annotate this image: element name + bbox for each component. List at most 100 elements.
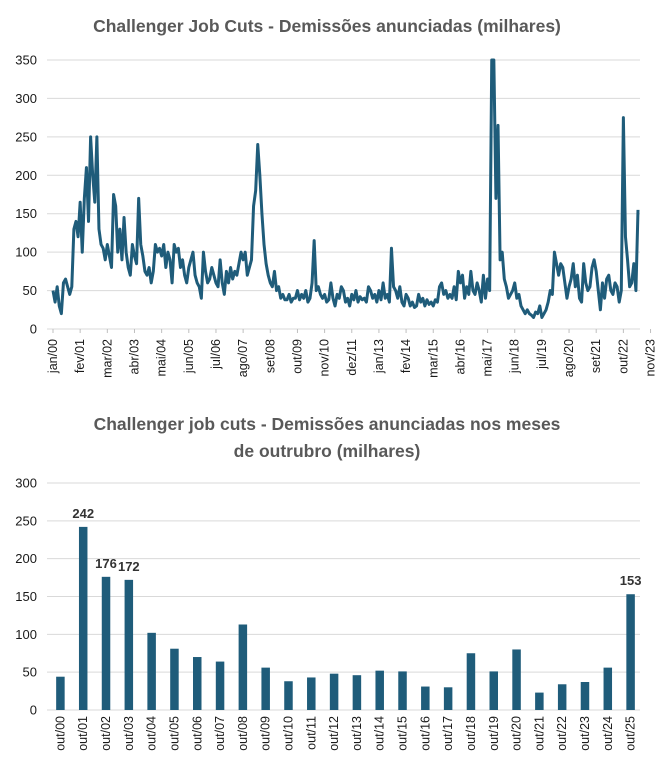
bar-out/22 — [557, 684, 567, 710]
bar-out/12 — [329, 673, 339, 710]
bar-out/02 — [101, 576, 111, 710]
x-tick-label: out/02 — [99, 716, 113, 751]
bar-out/18 — [466, 653, 476, 710]
x-tick-label: out/05 — [167, 716, 181, 751]
x-tick-label: out/17 — [441, 716, 455, 751]
x-tick-label: out/18 — [464, 716, 478, 751]
x-tick-label: jul/06 — [209, 339, 223, 370]
x-tick-label: out/06 — [190, 716, 204, 751]
line-chart-job-cuts: Challenger Job Cuts - Demissões anunciad… — [15, 16, 655, 378]
x-tick-label: out/08 — [236, 716, 250, 751]
x-tick-label: fev/14 — [399, 339, 413, 373]
x-tick-label: mar/02 — [100, 339, 114, 378]
bar-out/24 — [603, 667, 613, 710]
x-tick-label: out/25 — [624, 716, 638, 751]
x-tick-label: out/21 — [532, 716, 546, 751]
x-tick-label: jun/18 — [508, 339, 522, 374]
y-tick-label: 0 — [30, 322, 37, 337]
y-tick-label: 0 — [30, 703, 37, 718]
bar-out/17 — [443, 687, 453, 710]
y-tick-label: 150 — [15, 589, 37, 604]
y-tick-label: 350 — [15, 53, 37, 68]
x-tick-label: out/09 — [259, 716, 273, 751]
bar-out/04 — [147, 632, 156, 710]
bar-out/21 — [535, 692, 544, 710]
x-tick-label: abr/16 — [453, 339, 467, 374]
y-tick-label: 200 — [15, 551, 37, 566]
bar-out/06 — [193, 657, 202, 710]
y-tick-label: 150 — [15, 206, 37, 221]
bar-out/05 — [170, 648, 179, 710]
x-tick-label: out/12 — [327, 716, 341, 751]
x-tick-label: jul/19 — [535, 339, 549, 370]
y-tick-label: 200 — [15, 168, 37, 183]
bar-out/10 — [284, 681, 293, 710]
x-tick-label: abr/03 — [127, 339, 141, 374]
bar-out/01 — [78, 526, 88, 710]
x-tick-label: out/20 — [510, 716, 524, 751]
x-tick-label: out/23 — [578, 716, 592, 751]
y-tick-label: 100 — [15, 627, 37, 642]
x-tick-label: fev/01 — [73, 339, 87, 373]
bar-out/03 — [124, 579, 134, 710]
x-tick-label: set/21 — [589, 339, 603, 373]
x-tick-label: out/09 — [290, 339, 304, 374]
bar-out/09 — [261, 667, 270, 710]
data-label: 153 — [620, 573, 642, 588]
x-tick-label: mai/04 — [155, 339, 169, 377]
x-tick-label: nov/23 — [644, 339, 655, 377]
bar-out/15 — [398, 671, 407, 710]
data-label: 176 — [95, 556, 117, 571]
line-chart-title: Challenger Job Cuts - Demissões anunciad… — [93, 16, 561, 36]
y-tick-label: 50 — [23, 665, 37, 680]
y-tick-label: 250 — [15, 513, 37, 528]
x-tick-label: out/24 — [601, 716, 615, 751]
x-tick-label: mar/15 — [426, 339, 440, 378]
bar-out/14 — [375, 670, 384, 710]
x-tick-label: jun/05 — [182, 339, 196, 374]
x-tick-label: out/14 — [373, 716, 387, 751]
y-tick-label: 100 — [15, 245, 37, 260]
x-tick-label: out/22 — [555, 716, 569, 751]
x-tick-label: out/07 — [213, 716, 227, 751]
bar-out/11 — [307, 677, 316, 710]
x-tick-label: ago/20 — [562, 339, 576, 377]
data-label: 242 — [72, 506, 94, 521]
x-tick-label: out/00 — [53, 716, 67, 751]
line-series — [51, 58, 640, 319]
x-tick-label: out/22 — [616, 339, 630, 374]
bar-out/25 — [626, 594, 635, 710]
x-tick-label: jan/13 — [372, 339, 386, 374]
bar-chart-title-line1: Challenger job cuts - Demissões anunciad… — [94, 414, 561, 434]
bar-out/20 — [512, 649, 521, 710]
x-tick-label: nov/10 — [318, 339, 332, 377]
y-tick-label: 250 — [15, 129, 37, 144]
bar-out/00 — [56, 676, 65, 710]
x-tick-label: ago/07 — [236, 339, 250, 377]
data-label: 172 — [118, 559, 140, 574]
bar-out/13 — [352, 675, 362, 710]
bar-out/16 — [421, 686, 430, 710]
x-tick-label: out/16 — [418, 716, 432, 751]
x-tick-label: out/01 — [76, 716, 90, 751]
x-tick-label: dez/11 — [345, 339, 359, 376]
x-tick-label: out/04 — [145, 716, 159, 751]
x-tick-label: out/19 — [487, 716, 501, 751]
x-tick-label: out/10 — [281, 716, 295, 751]
y-tick-label: 300 — [15, 91, 37, 106]
y-tick-label: 300 — [15, 476, 37, 491]
bar-out/23 — [580, 682, 590, 710]
x-tick-label: set/08 — [263, 339, 277, 373]
x-tick-label: out/13 — [350, 716, 364, 751]
bar-chart-october-cuts: Challenger job cuts - Demissões anunciad… — [15, 414, 642, 751]
x-tick-label: out/15 — [396, 716, 410, 751]
bar-chart-title-line2: de outrubro (milhares) — [234, 441, 421, 461]
x-tick-label: jan/00 — [46, 339, 60, 374]
x-tick-label: mai/17 — [481, 339, 495, 377]
bar-out/08 — [238, 624, 248, 710]
y-tick-label: 50 — [23, 283, 37, 298]
bar-out/07 — [215, 661, 225, 710]
bar-out/19 — [489, 671, 498, 710]
x-tick-label: out/03 — [122, 716, 136, 751]
